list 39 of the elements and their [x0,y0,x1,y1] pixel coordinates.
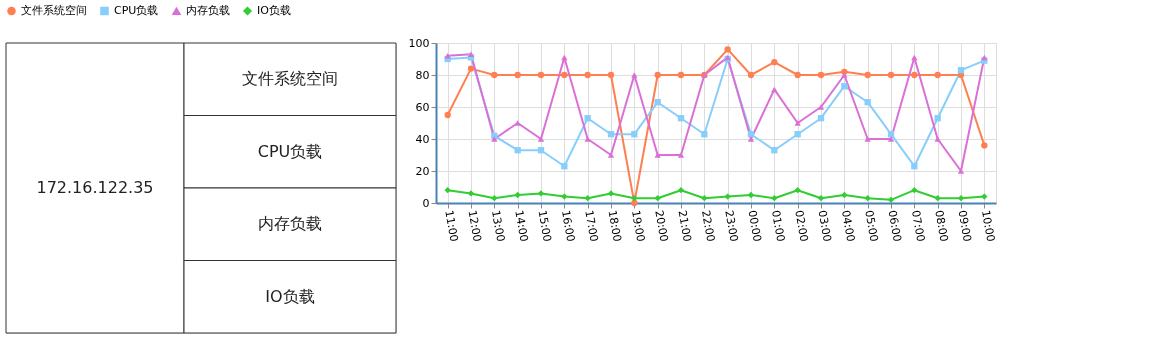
x-tick-label: 02:00 [792,209,811,243]
text: 172.16.122.35 [36,178,154,197]
x-tick-label: 21:00 [675,209,694,243]
legend-label: 文件系统空间 [21,3,87,17]
x-tick-label: 04:00 [838,209,858,243]
x-tick-label: 06:00 [885,209,904,243]
x-tick-label: 11:00 [442,209,461,243]
x-tick-label: 23:00 [722,209,741,243]
y-tick-label: 0 [422,196,430,210]
x-tick-label: 09:00 [955,209,974,243]
x-tick-label: 22:00 [698,209,718,243]
x-tick-label: 05:00 [862,209,881,243]
x-tick-label: 19:00 [628,209,648,243]
legend-label: CPU负载 [114,3,159,17]
x-tick-label: 17:00 [582,209,601,243]
text: 文件系统空间 [242,69,338,89]
y-tick-label: 80 [415,68,430,82]
legend-label: 内存负载 [186,4,230,18]
x-tick-label: 00:00 [745,209,764,243]
x-tick-label: 14:00 [512,209,531,243]
y-tick-label: 100 [408,36,430,50]
x-tick-label: 16:00 [558,209,578,243]
x-tick-label: 15:00 [535,209,554,243]
x-tick-label: 20:00 [652,209,671,243]
y-tick-label: 40 [415,132,430,146]
x-tick-label: 10:00 [978,209,998,243]
x-tick-label: 07:00 [908,209,928,243]
text: IO负载 [265,286,315,306]
y-tick-label: 60 [415,100,430,114]
x-tick-label: 01:00 [768,209,788,243]
x-tick-label: 18:00 [605,209,624,243]
x-tick-label: 03:00 [815,209,834,243]
text: 内存负载 [258,214,322,234]
x-tick-label: 08:00 [932,209,951,243]
x-tick-label: 12:00 [465,209,484,243]
x-tick-label: 13:00 [488,209,508,243]
text: CPU负载 [257,141,323,161]
legend-label: IO负载 [257,3,291,17]
y-tick-label: 20 [415,164,430,178]
